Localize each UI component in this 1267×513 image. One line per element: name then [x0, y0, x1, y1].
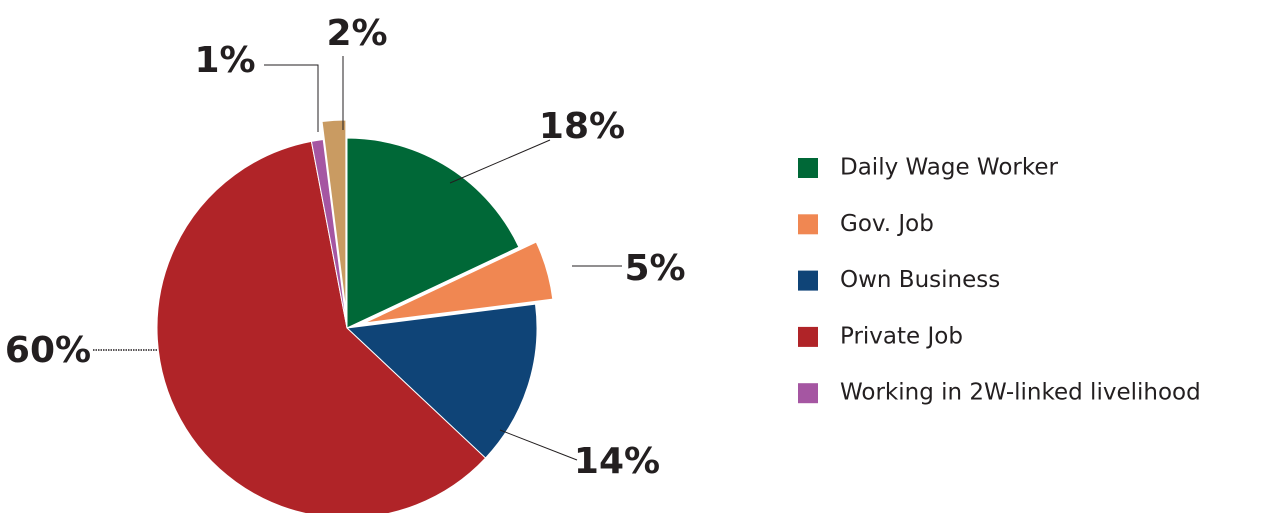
pie-slice	[345, 303, 538, 459]
data-label: 14%	[574, 441, 660, 482]
pie-slice	[310, 138, 348, 329]
legend-swatch	[798, 214, 818, 235]
data-label: 2%	[326, 13, 387, 54]
leader-line	[499, 429, 578, 461]
leader-line	[264, 64, 319, 132]
legend-swatch	[798, 158, 818, 178]
legend-label: Daily Wage Worker	[840, 155, 1059, 181]
data-label: 5%	[624, 248, 685, 289]
pie-slice	[346, 137, 520, 329]
legend-swatch	[798, 383, 818, 404]
data-label: 18%	[539, 106, 625, 147]
legend-label: Gov. Job	[840, 211, 934, 237]
pie-slice	[156, 140, 487, 513]
legend-label: Own Business	[840, 267, 1000, 293]
pie-slice	[364, 241, 554, 324]
legend-swatch	[798, 326, 818, 347]
data-label: 1%	[194, 40, 255, 81]
pie-slice	[321, 119, 347, 311]
legend-label: Working in 2W-linked livelihood	[840, 380, 1201, 406]
legend-label: Private Job	[840, 323, 963, 349]
data-label: 60%	[5, 330, 91, 371]
leader-line	[449, 139, 551, 184]
legend-swatch	[798, 270, 818, 291]
